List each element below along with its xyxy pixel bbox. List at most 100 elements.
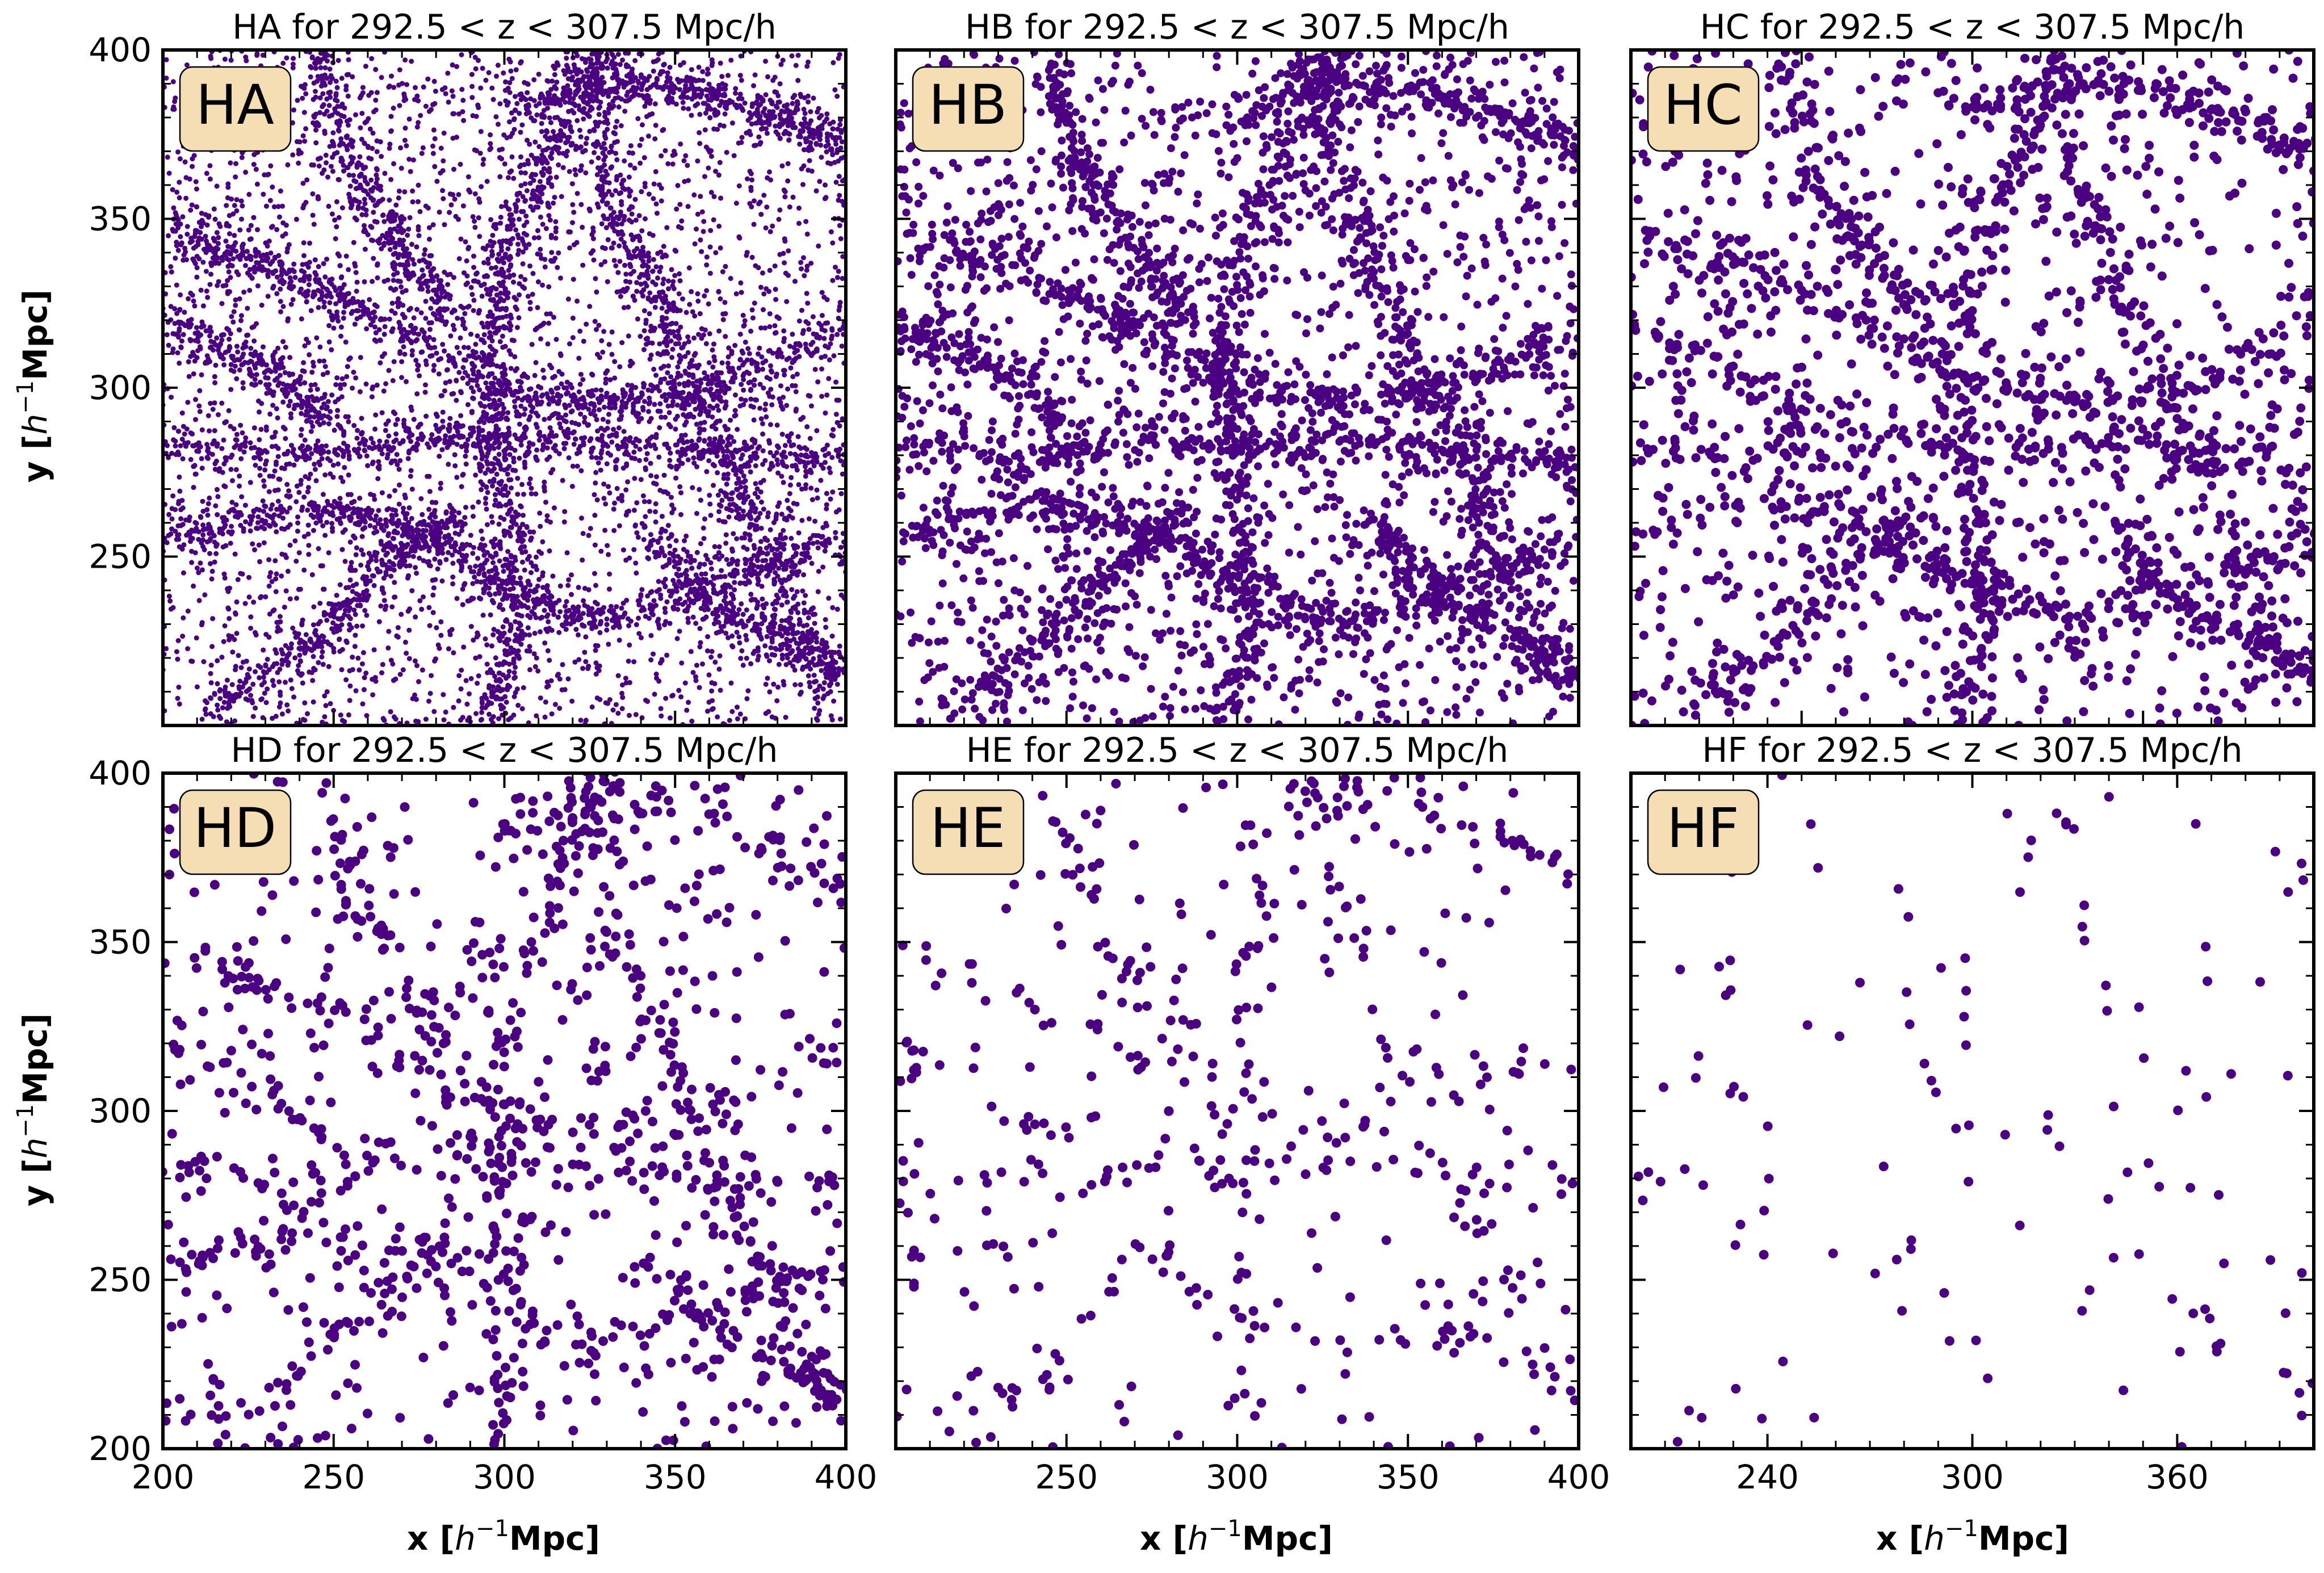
- scatter-point: [316, 305, 321, 311]
- scatter-point: [824, 111, 830, 117]
- scatter-point: [171, 205, 177, 211]
- scatter-point: [612, 405, 618, 410]
- scatter-point: [203, 250, 209, 255]
- scatter-point: [396, 195, 401, 201]
- scatter-point: [816, 106, 821, 111]
- scatter-point: [534, 103, 539, 108]
- scatter-point: [203, 360, 208, 366]
- scatter-point: [317, 601, 323, 606]
- scatter-point: [618, 293, 623, 299]
- scatter-point: [799, 308, 804, 313]
- scatter-point: [439, 578, 445, 584]
- scatter-point: [414, 124, 420, 130]
- scatter-point: [524, 188, 530, 194]
- scatter-point: [793, 389, 799, 395]
- scatter-point: [782, 194, 788, 200]
- scatter-point: [434, 625, 439, 631]
- scatter-point: [292, 655, 298, 661]
- scatter-point: [359, 661, 365, 666]
- scatter-point: [821, 680, 827, 686]
- scatter-point: [379, 670, 384, 676]
- scatter-point: [397, 300, 402, 306]
- scatter-point: [536, 144, 542, 149]
- scatter-point: [711, 126, 717, 132]
- scatter-point: [794, 572, 800, 578]
- scatter-point: [785, 497, 790, 503]
- scatter-point: [676, 328, 681, 334]
- scatter-point: [198, 514, 204, 520]
- scatter-point: [682, 538, 687, 544]
- scatter-point: [672, 272, 678, 278]
- scatter-point: [733, 200, 739, 206]
- scatter-point: [756, 201, 762, 207]
- scatter-point: [430, 143, 435, 149]
- scatter-point: [293, 499, 299, 505]
- scatter-point: [312, 257, 318, 263]
- scatter-point: [304, 408, 309, 414]
- scatter-point: [686, 265, 692, 271]
- scatter-point: [569, 698, 575, 704]
- scatter-point: [258, 379, 263, 385]
- scatter-point: [611, 258, 617, 263]
- scatter-point: [456, 673, 462, 678]
- scatter-point: [616, 425, 622, 431]
- scatter-point: [346, 172, 352, 178]
- scatter-point: [636, 213, 642, 219]
- scatter-point: [698, 541, 703, 547]
- scatter-point: [252, 547, 257, 552]
- scatter-point: [612, 359, 618, 364]
- scatter-point: [535, 228, 540, 233]
- scatter-point: [328, 458, 333, 464]
- scatter-point: [449, 506, 455, 511]
- scatter-point: [346, 419, 351, 425]
- scatter-point: [634, 288, 640, 294]
- scatter-point: [619, 202, 624, 207]
- scatter-point: [368, 435, 374, 441]
- scatter-point: [337, 582, 343, 588]
- scatter-point: [521, 492, 526, 497]
- scatter-point: [472, 225, 478, 230]
- scatter-point: [632, 165, 637, 171]
- scatter-point: [665, 161, 671, 166]
- scatter-point: [781, 528, 786, 533]
- scatter-point: [651, 196, 656, 202]
- scatter-point: [555, 265, 560, 270]
- scatter-point: [826, 376, 832, 381]
- scatter-point: [463, 462, 469, 467]
- scatter-point: [538, 615, 543, 621]
- scatter-point: [644, 114, 649, 119]
- scatter-point: [448, 333, 454, 339]
- scatter-point: [768, 363, 773, 368]
- scatter-point: [518, 170, 524, 175]
- scatter-point: [201, 659, 207, 665]
- scatter-point: [710, 347, 715, 353]
- scatter-point: [563, 603, 568, 609]
- scatter-point: [232, 718, 238, 724]
- scatter-point: [680, 296, 685, 302]
- scatter-point: [346, 472, 351, 478]
- scatter-point: [709, 57, 715, 62]
- scatter-point: [641, 499, 647, 505]
- scatter-point: [333, 382, 339, 388]
- scatter-point: [716, 502, 722, 507]
- scatter-point: [332, 427, 337, 433]
- scatter-point: [189, 202, 195, 208]
- scatter-point: [221, 571, 227, 577]
- scatter-point: [683, 533, 689, 539]
- scatter-point: [234, 376, 240, 381]
- scatter-point: [796, 205, 802, 211]
- scatter-point: [397, 103, 402, 108]
- scatter-point: [248, 223, 254, 228]
- scatter-point: [699, 249, 704, 254]
- scatter-point: [758, 284, 764, 290]
- scatter-point: [763, 225, 769, 230]
- scatter-point: [311, 80, 317, 86]
- scatter-point: [792, 682, 798, 687]
- scatter-point: [265, 657, 270, 662]
- scatter-point: [208, 338, 214, 344]
- scatter-point: [464, 258, 469, 264]
- scatter-point: [495, 62, 501, 68]
- scatter-point: [537, 510, 543, 516]
- scatter-point: [639, 228, 645, 234]
- scatter-point: [350, 667, 355, 673]
